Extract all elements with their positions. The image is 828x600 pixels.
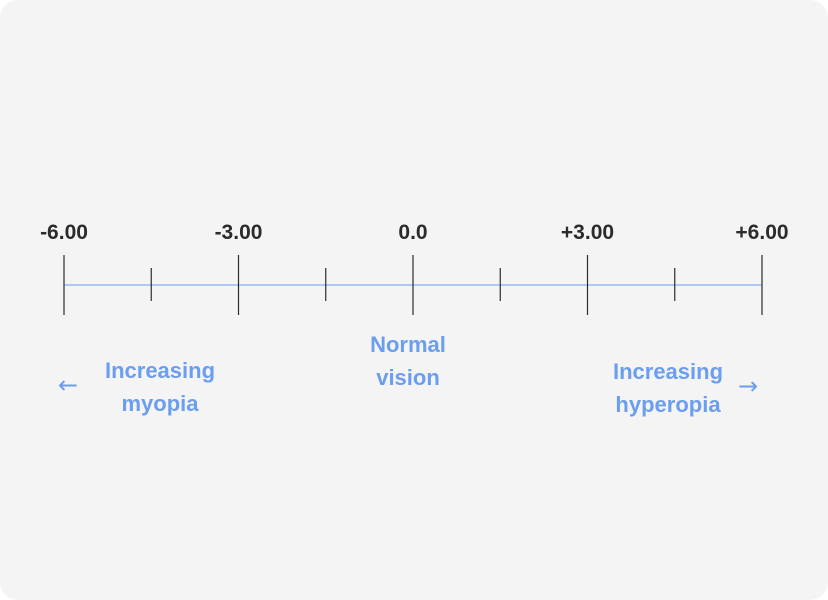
normal-line-2: vision (376, 365, 440, 390)
arrow-left-icon: ← (58, 371, 79, 399)
normal-vision-label: Normal vision (348, 328, 468, 394)
tick-label: 0.0 (398, 221, 427, 244)
myopia-line-2: myopia (121, 391, 199, 416)
increasing-myopia-label: Increasing myopia (92, 354, 228, 420)
tick-label: +3.00 (561, 221, 614, 244)
tick-label: -3.00 (215, 221, 263, 244)
hyperopia-line-1: Increasing (612, 359, 724, 384)
myopia-line-1: Increasing (104, 358, 216, 383)
hyperopia-line-2: hyperopia (615, 392, 721, 417)
tick-label: +6.00 (735, 221, 788, 244)
tick-group (63, 255, 763, 315)
tick-label-group: -6.00 -3.00 0.0 +3.00 +6.00 (40, 221, 789, 244)
normal-line-1: Normal (370, 332, 446, 357)
tick-label: -6.00 (40, 221, 88, 244)
increasing-hyperopia-label: Increasing hyperopia (600, 355, 736, 421)
arrow-right-icon: → (738, 372, 759, 400)
